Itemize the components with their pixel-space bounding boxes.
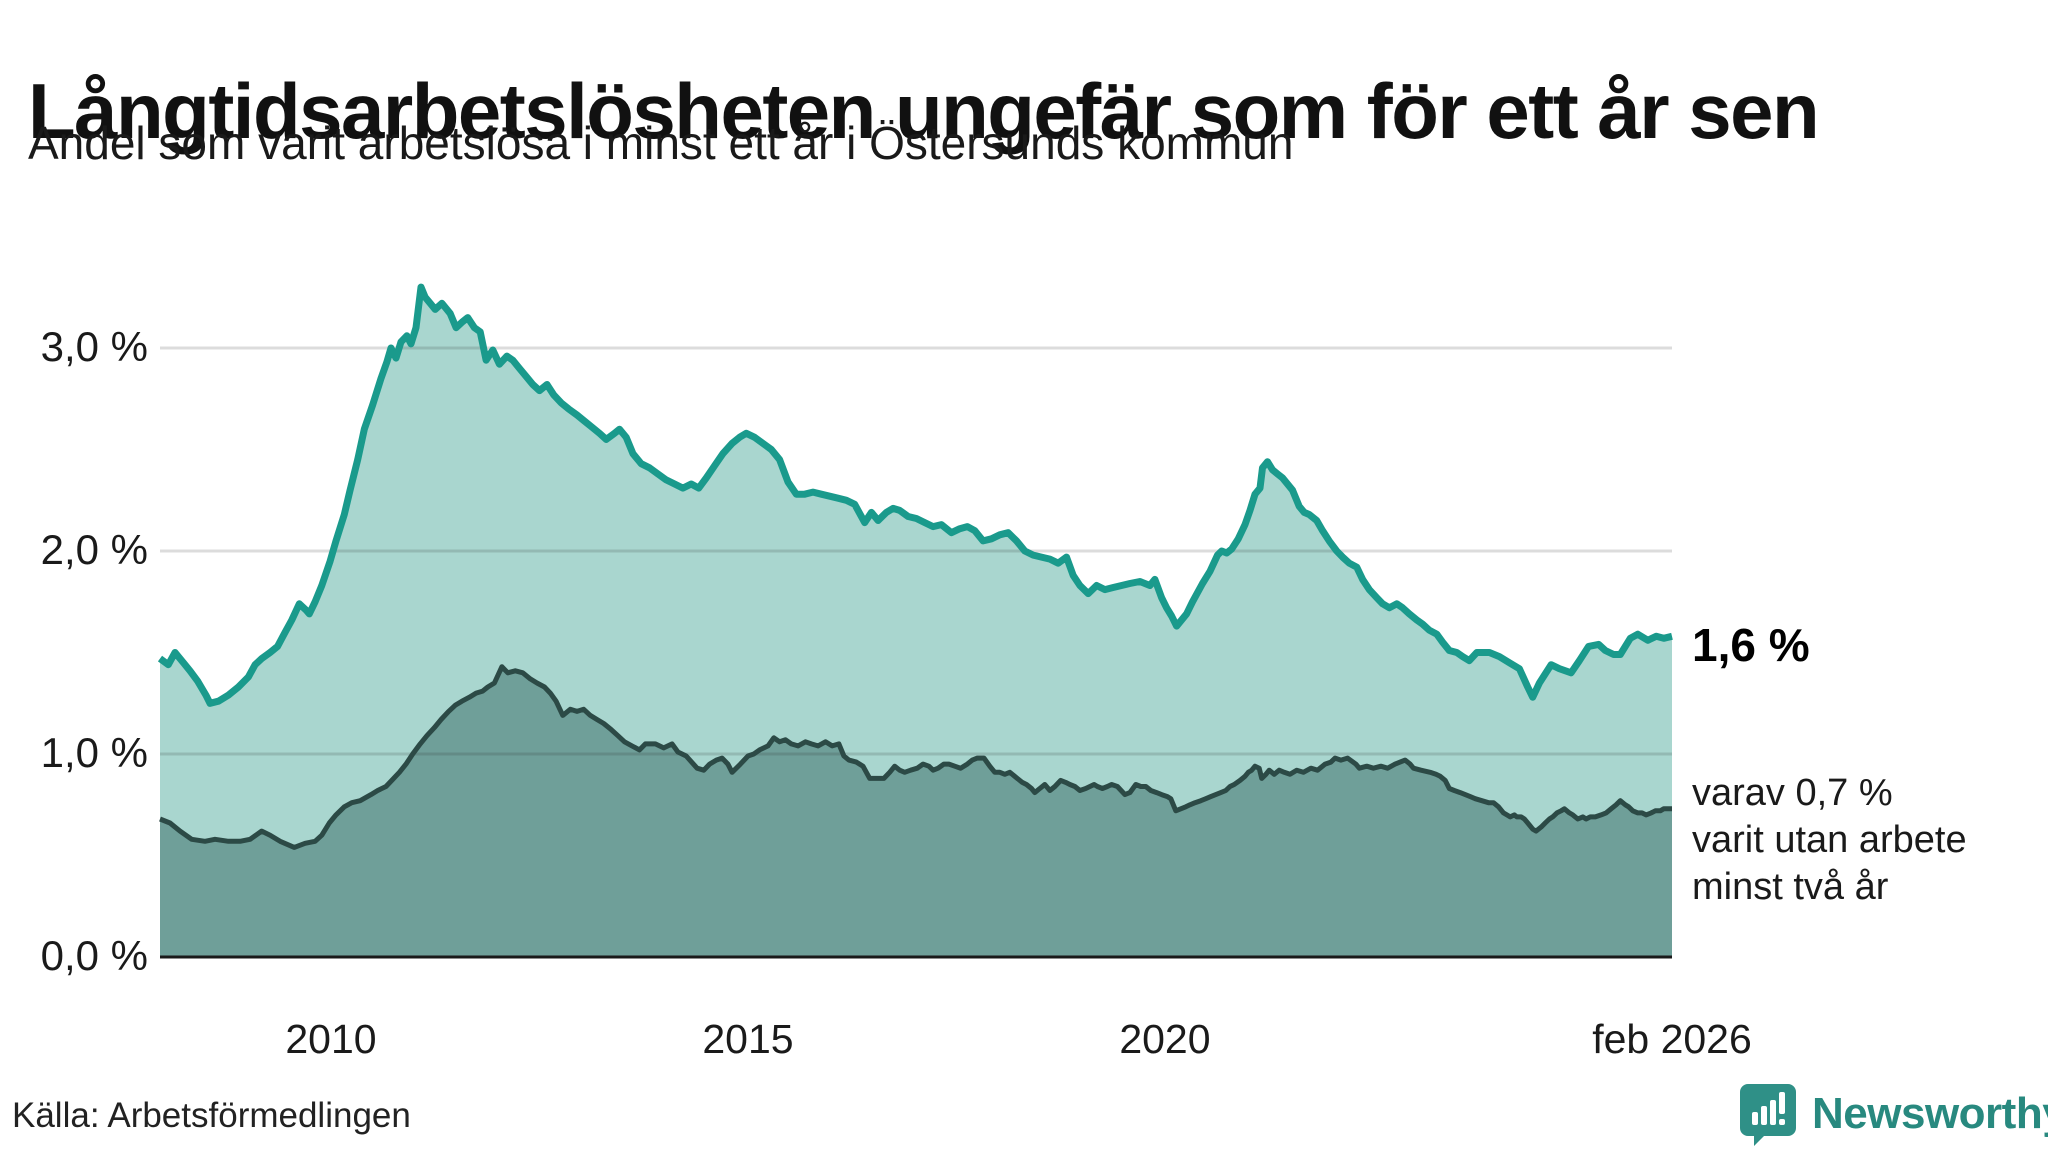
end-note-line-2: varit utan arbete xyxy=(1692,819,1967,861)
brand-wordmark: Newsworthy xyxy=(1812,1089,2048,1138)
series-line-unemployed-one-year xyxy=(157,283,1673,707)
chart-subtitle: Andel som varit arbetslösa i minst ett å… xyxy=(28,117,1294,169)
end-note-line-1: varav 0,7 % xyxy=(1692,772,1893,814)
y-tick-label: 1,0 % xyxy=(40,729,148,777)
end-value-label: 1,6 % xyxy=(1692,619,1810,671)
brand-logo: Newsworthy xyxy=(1740,1082,2048,1146)
x-tick-label: 2015 xyxy=(702,1016,794,1062)
source-note: Källa: Arbetsförmedlingen xyxy=(12,1096,411,1135)
x-tick-label: 2020 xyxy=(1119,1016,1211,1062)
y-tick-label: 0,0 % xyxy=(40,932,148,980)
x-tick-label: feb 2026 xyxy=(1592,1016,1752,1062)
end-value-sub-label: varav 0,7 % varit utan arbete minst två … xyxy=(1692,770,1967,911)
series-line-unemployed-two-years xyxy=(159,664,1672,850)
page-title: Långtidsarbetslösheten ungefär som för e… xyxy=(28,67,1820,156)
x-tick-label: 2010 xyxy=(285,1016,377,1062)
newsworthy-icon xyxy=(1740,1084,1796,1146)
y-axis: 3,0 % 2,0 % 1,0 % 0,0 % xyxy=(0,0,160,1000)
series-area-unemployed-two-years xyxy=(160,666,1672,957)
y-tick-label: 2,0 % xyxy=(40,526,148,574)
y-tick-label: 3,0 % xyxy=(40,323,148,371)
x-axis: 2010 2015 2020 feb 2026 xyxy=(0,1016,2048,1076)
end-note-line-3: minst två år xyxy=(1692,866,1889,908)
